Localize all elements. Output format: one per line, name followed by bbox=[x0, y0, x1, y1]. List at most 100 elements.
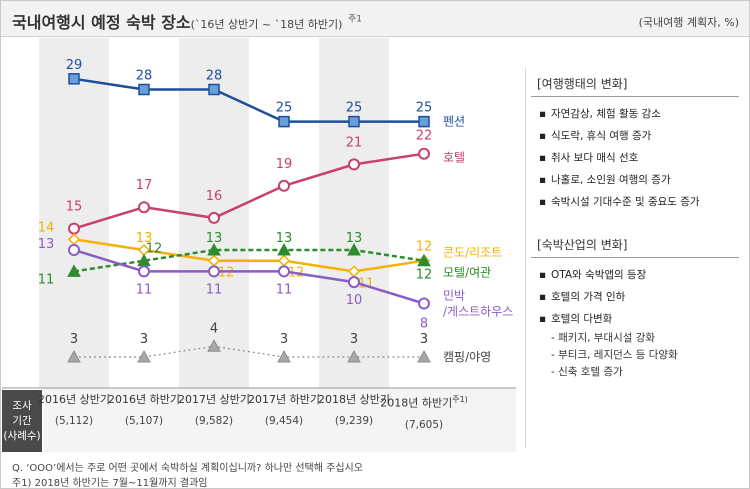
data-point bbox=[277, 349, 291, 363]
data-point bbox=[347, 349, 361, 363]
data-label: 21 bbox=[346, 135, 363, 150]
list-item: ▪ 숙박시설 기대수준 및 중요도 증가 bbox=[539, 196, 700, 208]
series-name-label: /게스트하우스 bbox=[443, 305, 513, 319]
data-point bbox=[418, 115, 430, 128]
data-point bbox=[207, 339, 221, 352]
data-label: 14 bbox=[38, 220, 55, 235]
data-point bbox=[277, 242, 291, 256]
data-label: 17 bbox=[136, 178, 153, 193]
data-label: 11 bbox=[206, 282, 223, 297]
sample-size: (9,239) bbox=[334, 415, 374, 427]
data-point bbox=[278, 265, 290, 278]
sample-period-label: 조사 기간 (사례수) bbox=[2, 390, 42, 452]
series-line bbox=[73, 152, 425, 230]
sample-size: (9,454) bbox=[264, 415, 304, 427]
sublist-item: - 신축 호텔 증가 bbox=[551, 366, 623, 378]
series-line bbox=[73, 248, 425, 305]
data-label: 12 bbox=[416, 240, 433, 255]
title-bar: 국내여행시 예정 숙박 장소(`16년 상반기 ~ `18년 하반기) 주1 (… bbox=[1, 1, 749, 37]
data-label: 16 bbox=[206, 189, 223, 204]
series-line bbox=[73, 77, 424, 123]
list-item: ▪ 나홀로, 소인원 여행의 증가 bbox=[539, 174, 671, 186]
data-label: 29 bbox=[66, 58, 83, 73]
data-point bbox=[68, 244, 80, 256]
list-item: ▪ 자연감상, 체험 활동 감소 bbox=[539, 108, 661, 120]
data-point bbox=[208, 211, 220, 224]
data-point bbox=[68, 222, 80, 235]
data-label: 3 bbox=[420, 332, 428, 347]
period-label: 2017년 하반기 (9,454) bbox=[239, 392, 329, 429]
unit-label: (국내여행 계획자, %) bbox=[638, 16, 739, 29]
data-label: 11 bbox=[136, 282, 153, 297]
period-name: 2016년 상반기 bbox=[38, 393, 110, 406]
data-label: 3 bbox=[70, 332, 78, 347]
chart-title: 국내여행시 예정 숙박 장소(`16년 상반기 ~ `18년 하반기) 주1 bbox=[12, 9, 362, 33]
series-name-label: 민박 bbox=[443, 289, 465, 303]
data-label: 12 bbox=[416, 268, 433, 283]
period-label: 2016년 상반기 (5,112) bbox=[29, 392, 119, 429]
sample-size: (5,107) bbox=[124, 415, 164, 427]
data-label: 28 bbox=[206, 69, 223, 84]
column-band bbox=[39, 38, 109, 388]
data-label: 28 bbox=[136, 69, 153, 84]
industry-change-panel: [숙박산업의 변화] ▪ OTA와 숙박앱의 등장 ▪ 호텔의 가격 인하 ▪ 호텔의… bbox=[531, 232, 739, 381]
period-label: 2018년 상반기 (9,239) bbox=[309, 392, 399, 429]
list-item: ▪ 식도락, 휴식 여행 증가 bbox=[539, 130, 652, 142]
travel-change-list: ▪ 자연감상, 체험 활동 감소 ▪ 식도락, 휴식 여행 증가 ▪ 취사 보다 매식… bbox=[531, 97, 739, 213]
data-point bbox=[68, 73, 80, 85]
sample-size: (5,112) bbox=[54, 415, 94, 427]
data-point bbox=[278, 179, 290, 192]
data-label: 13 bbox=[276, 231, 293, 246]
data-label: 11 bbox=[38, 272, 55, 287]
data-point bbox=[138, 201, 150, 214]
footnote: 주1) 2018년 하반기는 7월~11월까지 결과임 bbox=[12, 478, 208, 489]
series-name-label: 모텔/여관 bbox=[443, 266, 491, 280]
survey-question: Q. ‘OOO’에서는 주로 어떤 곳에서 숙박하실 계획이십니까? 하나만 선… bbox=[12, 463, 363, 474]
sublist-item: - 부티크, 레지던스 등 다양화 bbox=[551, 349, 678, 361]
period-band bbox=[44, 388, 516, 452]
data-label: 4 bbox=[210, 321, 218, 336]
travel-change-panel: [여행행태의 변화] ▪ 자연감상, 체험 활동 감소 ▪ 식도락, 휴식 여행 증… bbox=[531, 71, 739, 213]
industry-change-heading: [숙박산업의 변화] bbox=[531, 232, 739, 258]
data-label: 11 bbox=[276, 282, 293, 297]
data-label: 3 bbox=[140, 332, 148, 347]
data-label: 12 bbox=[146, 242, 163, 257]
sample-size: (9,582) bbox=[194, 415, 234, 427]
period-name: 2018년 하반기 bbox=[380, 396, 453, 410]
period-name: 2016년 하반기 bbox=[108, 393, 180, 406]
data-label: 12 bbox=[218, 266, 235, 281]
data-point bbox=[418, 297, 430, 310]
data-point bbox=[208, 265, 220, 278]
sublist-item: - 패키지, 부대시설 강화 bbox=[551, 332, 656, 344]
list-item: ▪ OTA와 숙박앱의 등장 bbox=[539, 269, 647, 281]
data-point bbox=[348, 115, 360, 128]
series-name-label: 호텔 bbox=[443, 151, 465, 165]
series-line bbox=[73, 248, 425, 273]
data-label: 25 bbox=[346, 101, 363, 116]
data-label: 3 bbox=[280, 332, 288, 347]
title-footnote-mark: 주1 bbox=[347, 14, 362, 25]
industry-change-list: ▪ OTA와 숙박앱의 등장 ▪ 호텔의 가격 인하 ▪ 호텔의 다변화 bbox=[531, 258, 739, 330]
data-label: 22 bbox=[416, 129, 433, 144]
data-label: 3 bbox=[350, 332, 358, 347]
travel-change-heading: [여행행태의 변화] bbox=[531, 71, 739, 97]
chart-title-main: 국내여행시 예정 숙박 장소 bbox=[12, 13, 191, 32]
period-name: 2017년 하반기 bbox=[248, 393, 320, 406]
data-point bbox=[417, 349, 431, 363]
data-point bbox=[278, 115, 290, 128]
data-point bbox=[347, 242, 361, 256]
data-label: 10 bbox=[346, 293, 363, 308]
data-point bbox=[138, 83, 150, 96]
data-point bbox=[208, 83, 220, 96]
data-point bbox=[277, 254, 291, 267]
data-point bbox=[418, 147, 430, 160]
chart-subtitle: (`16년 상반기 ~ `18년 하반기) bbox=[190, 18, 343, 31]
data-label: 25 bbox=[276, 101, 293, 116]
series-line bbox=[74, 345, 424, 358]
data-label: 19 bbox=[276, 157, 293, 172]
period-label: 2018년 하반기주1) (7,605) bbox=[379, 392, 469, 433]
list-item: ▪ 취사 보다 매식 선호 bbox=[539, 152, 639, 164]
data-point bbox=[207, 242, 221, 256]
data-label: 13 bbox=[136, 231, 153, 246]
